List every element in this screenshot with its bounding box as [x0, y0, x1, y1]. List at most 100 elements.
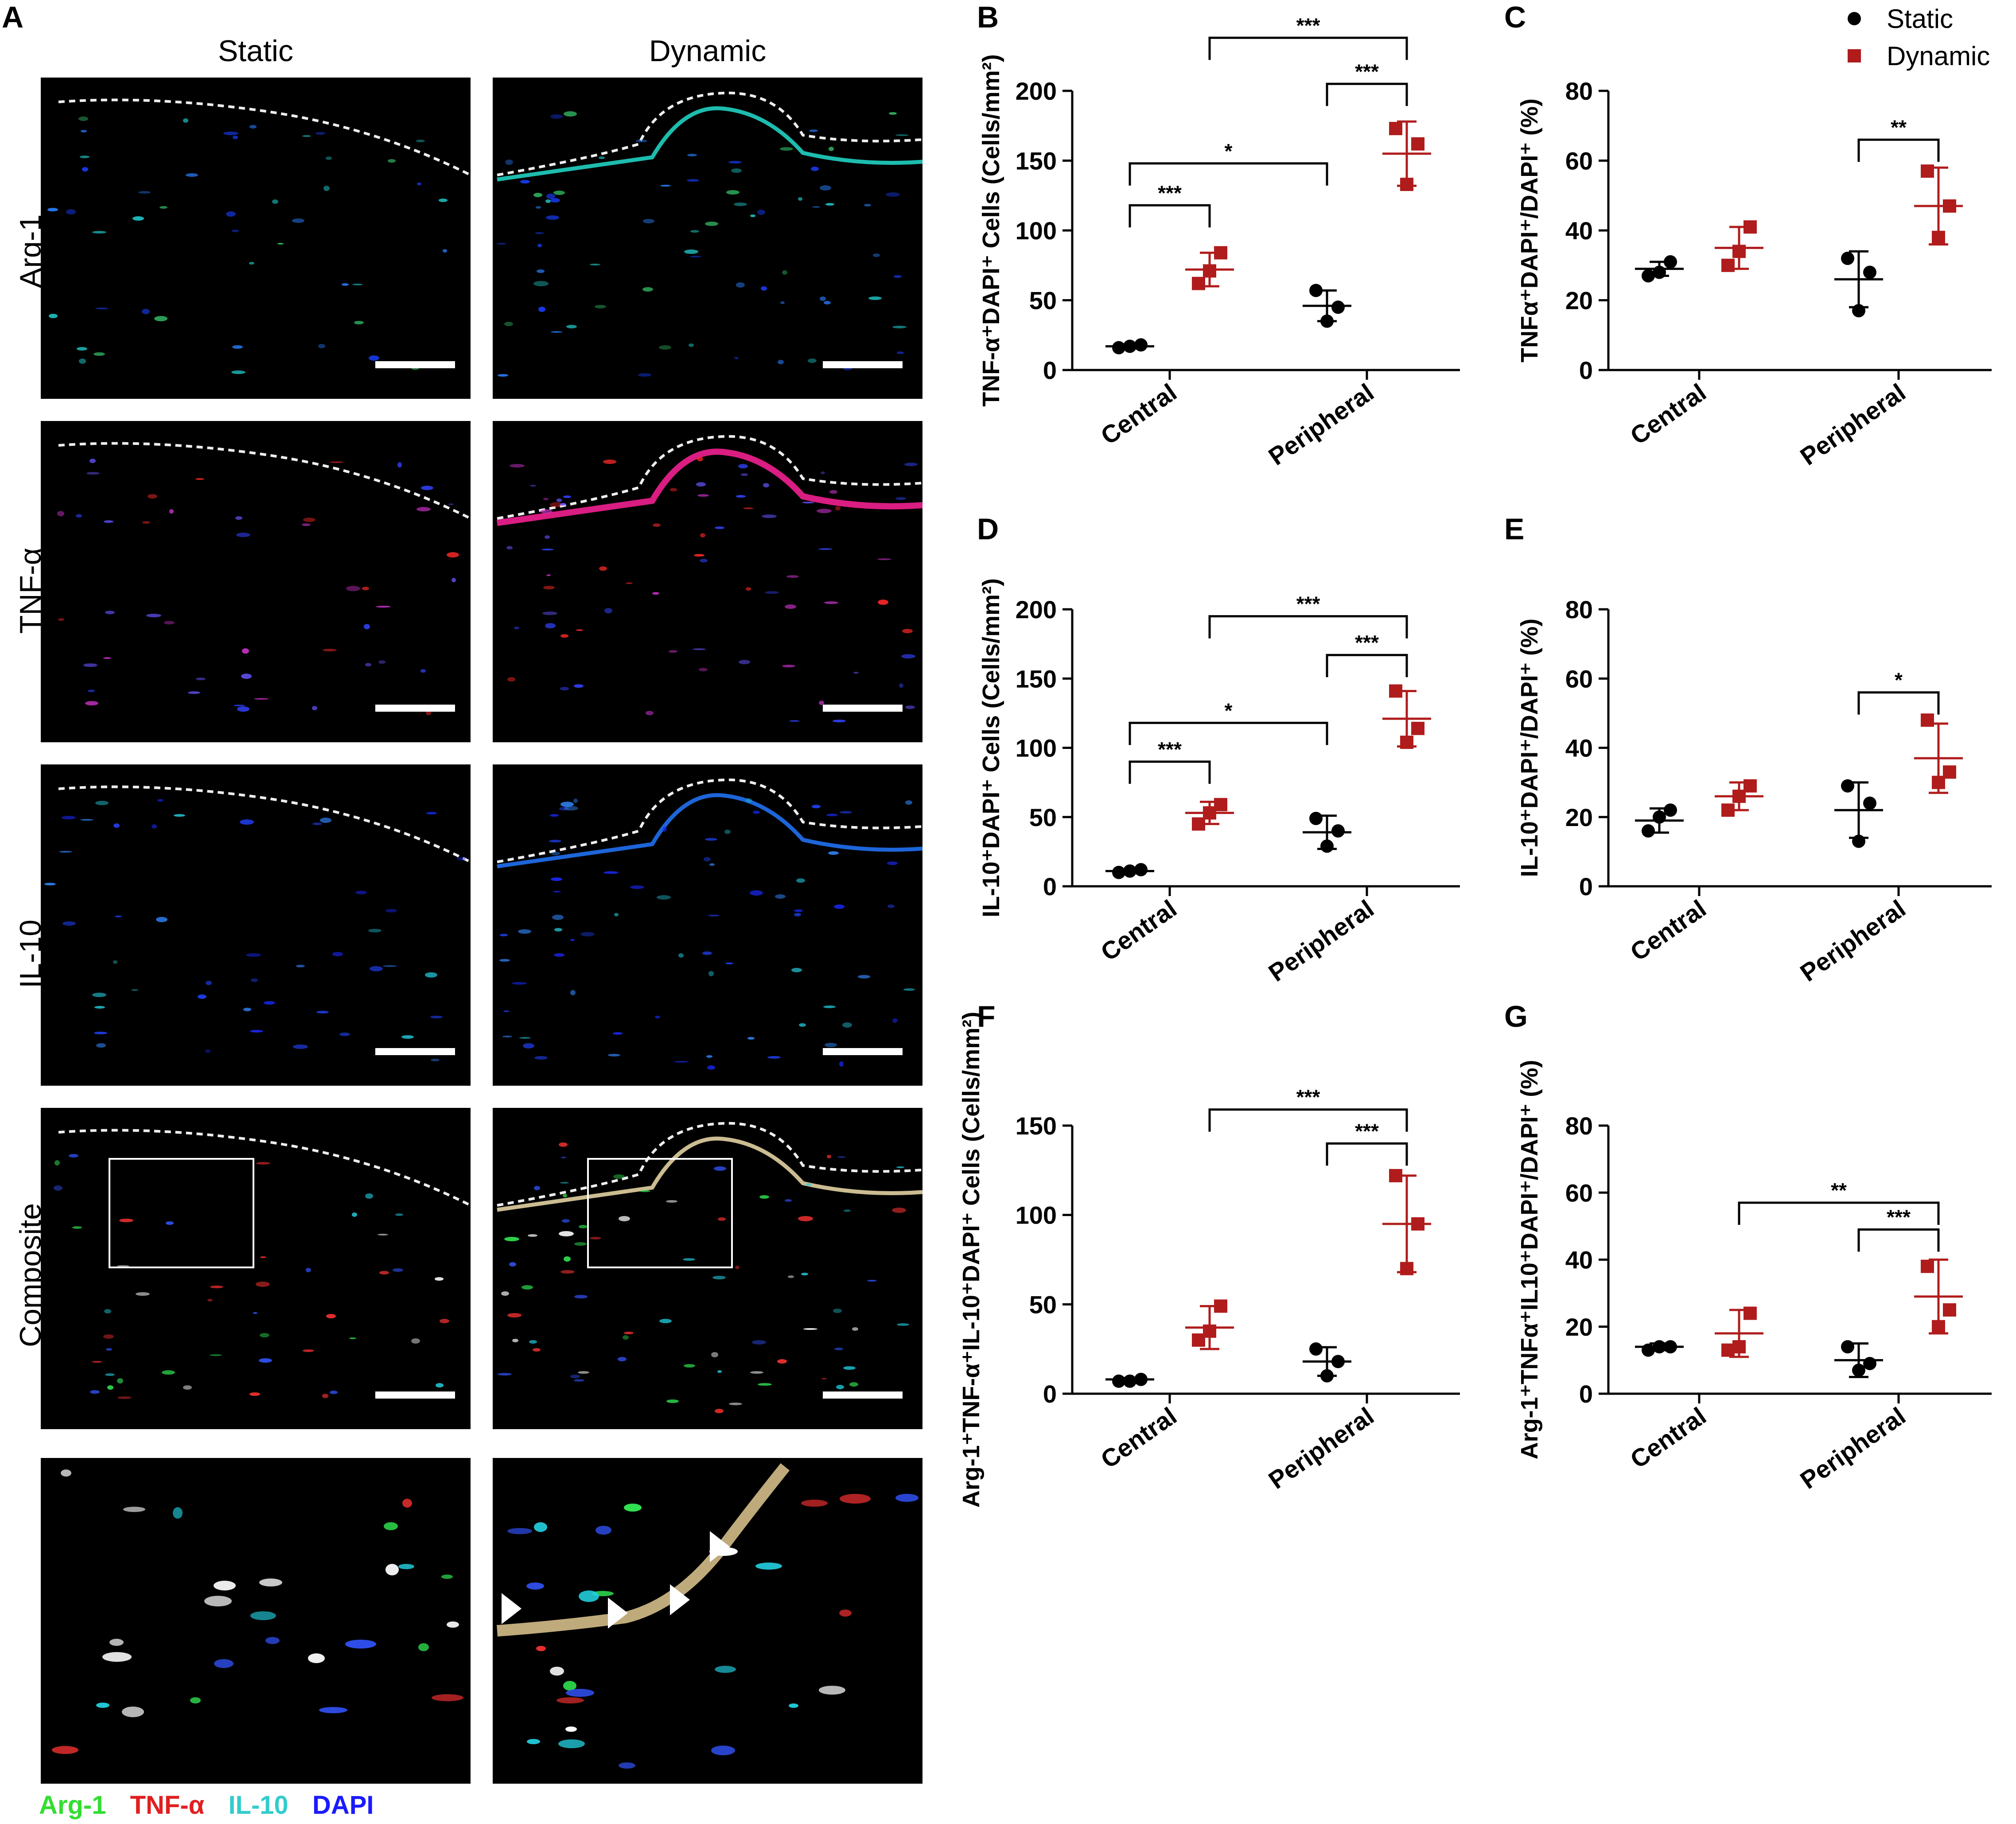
data-point-static: [1123, 1374, 1136, 1388]
arrowhead-icon: [670, 1584, 690, 1615]
y-tick-label: 100: [1016, 1201, 1057, 1229]
significance-label: ***: [1355, 631, 1379, 654]
y-tick-label: 60: [1565, 147, 1593, 175]
y-tick-label: 150: [1016, 1112, 1057, 1140]
y-axis-label: TNFα⁺DAPI⁺/DAPI⁺ (%): [1516, 98, 1543, 362]
significance-bracket: [1326, 1142, 1408, 1166]
significance-bracket: [1857, 691, 1940, 715]
y-tick-label: 0: [1579, 356, 1593, 384]
micrograph-il10-static: [41, 764, 471, 1086]
chart-e: E 0 20 40 60 80 Central Peripheral IL-10⁺DAPI⁺/D…: [1504, 512, 1992, 987]
data-point-static: [1134, 338, 1148, 352]
circle-marker-icon: [1848, 12, 1861, 25]
data-point-static: [1863, 796, 1876, 810]
data-point-static: [1664, 255, 1677, 269]
y-tick-label: 100: [1016, 734, 1057, 762]
x-tick-label: Central: [1625, 1402, 1711, 1473]
y-tick-label: 40: [1565, 217, 1593, 245]
y-tick-label: 200: [1016, 77, 1057, 105]
data-point-static: [1852, 304, 1865, 318]
y-tick-label: 150: [1016, 147, 1057, 175]
data-point-static: [1112, 1374, 1125, 1388]
y-tick-label: 80: [1565, 1112, 1593, 1140]
significance-bracket: [1129, 760, 1211, 784]
significance-bracket: [1208, 615, 1408, 639]
column-header-dynamic: Dynamic: [649, 34, 767, 68]
chart-d: D 0 50 100 150 200 Central Peripheral IL-10⁺DAPI…: [977, 512, 1460, 987]
data-point-static: [1134, 863, 1148, 877]
y-axis-label: TNF-α⁺DAPI⁺ Cells (Cells/mm²): [978, 54, 1004, 406]
y-axis-label: Arg-1⁺TNF-α⁺IL-10⁺DAPI⁺ Cells (Cells/mm²…: [958, 1012, 985, 1508]
data-point-dynamic: [1214, 246, 1227, 260]
data-point-dynamic: [1411, 721, 1424, 735]
x-tick-label: Central: [1096, 378, 1182, 450]
data-point-dynamic: [1943, 765, 1956, 779]
data-point-dynamic: [1744, 220, 1757, 234]
arrowhead-icon: [608, 1598, 628, 1629]
channel-legend: Arg-1 TNF-α IL-10 DAPI: [39, 1790, 391, 1820]
significance-bracket: [1738, 1201, 1940, 1225]
significance-label: *: [1225, 140, 1233, 163]
data-point-static: [1112, 865, 1125, 879]
data-point-static: [1642, 824, 1655, 838]
data-point-static: [1642, 1343, 1655, 1357]
x-tick-label: Central: [1625, 894, 1711, 966]
data-point-static: [1863, 265, 1876, 279]
micrograph-tnf-static: [41, 421, 471, 742]
data-point-static: [1320, 1369, 1334, 1383]
significance-bracket: [1208, 1108, 1408, 1132]
y-tick-label: 100: [1016, 217, 1057, 245]
y-tick-label: 0: [1043, 356, 1057, 384]
significance-bracket: [1129, 721, 1328, 745]
channel-legend-dapi: DAPI: [312, 1791, 374, 1820]
data-point-dynamic: [1744, 1306, 1757, 1320]
data-point-dynamic: [1932, 1320, 1945, 1333]
x-tick-label: Peripheral: [1795, 378, 1911, 471]
significance-label: ***: [1296, 1086, 1320, 1109]
micrograph-il10-dynamic: [493, 764, 922, 1086]
data-point-static: [1642, 269, 1655, 283]
data-point-static: [1309, 811, 1323, 825]
y-tick-label: 40: [1565, 1246, 1593, 1274]
y-tick-label: 80: [1565, 77, 1593, 105]
chart-c: C 0 20 40 60 80 Central Peripheral TNFα⁺DAPI⁺/DA…: [1504, 0, 1992, 471]
y-tick-label: 150: [1016, 665, 1057, 693]
y-tick-label: 50: [1029, 803, 1057, 831]
series-legend-static: Static: [1848, 0, 1990, 37]
series-legend-dynamic: Dynamic: [1848, 37, 1990, 74]
data-point-static: [1309, 1342, 1323, 1356]
panel-letter-b: B: [977, 0, 999, 34]
data-point-static: [1123, 339, 1136, 353]
data-point-static: [1664, 803, 1677, 817]
data-point-static: [1331, 824, 1345, 838]
data-point-static: [1841, 1340, 1854, 1354]
square-marker-icon: [1848, 49, 1861, 62]
significance-label: **: [1891, 116, 1907, 139]
data-point-dynamic: [1943, 1303, 1956, 1317]
channel-legend-il10: IL-10: [228, 1791, 288, 1820]
data-point-dynamic: [1932, 230, 1945, 244]
data-point-static: [1331, 300, 1345, 314]
data-point-dynamic: [1943, 199, 1956, 213]
y-axis-label: IL-10⁺DAPI⁺ Cells (Cells/mm²): [978, 578, 1004, 917]
y-tick-label: 20: [1565, 287, 1593, 315]
y-tick-label: 20: [1565, 803, 1593, 831]
channel-legend-arg1: Arg-1: [39, 1791, 106, 1820]
data-point-dynamic: [1203, 1324, 1216, 1338]
data-point-dynamic: [1721, 258, 1735, 272]
significance-bracket: [1208, 36, 1408, 60]
data-point-dynamic: [1203, 264, 1216, 278]
x-tick-label: Peripheral: [1263, 894, 1379, 987]
panel-letter-g: G: [1504, 1000, 1528, 1033]
micrograph-composite-static: [41, 1108, 471, 1429]
data-point-dynamic: [1732, 245, 1746, 258]
y-tick-label: 60: [1565, 1179, 1593, 1207]
significance-label: ***: [1296, 14, 1320, 37]
data-point-dynamic: [1721, 803, 1735, 817]
data-point-static: [1653, 265, 1666, 279]
significance-label: ***: [1355, 60, 1379, 83]
data-point-dynamic: [1411, 1217, 1424, 1231]
data-point-dynamic: [1389, 684, 1402, 698]
significance-bracket: [1857, 138, 1940, 162]
